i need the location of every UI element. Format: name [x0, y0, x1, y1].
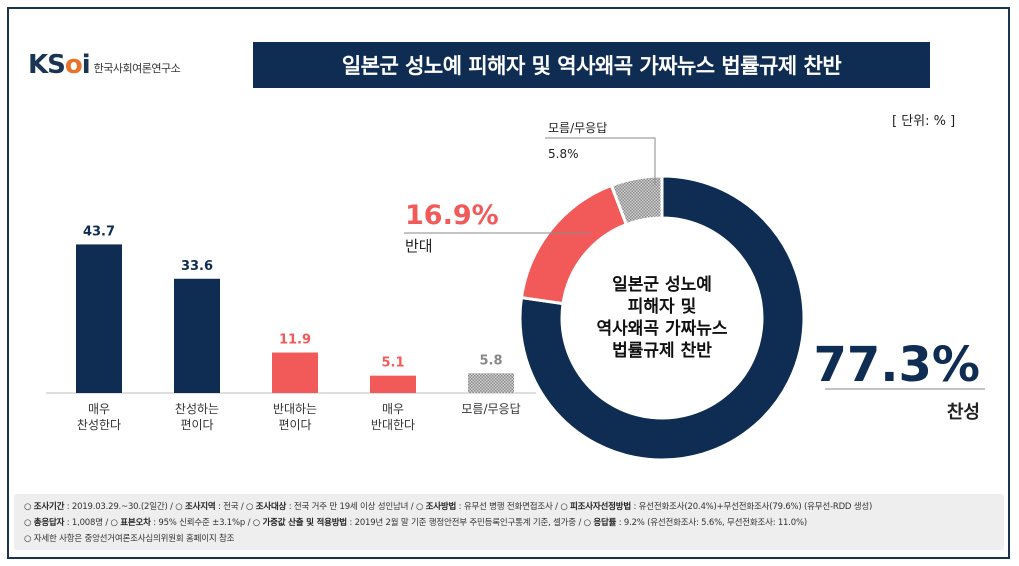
- oppose-value-label: 16.9%: [405, 200, 499, 231]
- footnote-value: : 전국 거주 만 19세 이상 성인남녀: [286, 502, 409, 512]
- bar-chart: 43.7매우찬성한다33.6찬성하는편이다11.9반대하는편이다5.1매우반대한…: [46, 224, 536, 432]
- donut-slice-0: [518, 174, 806, 462]
- bullet-circle-icon: ○: [24, 518, 34, 528]
- bullet-circle-icon: ○: [24, 534, 34, 544]
- bar-category-label-4: 모름/무응답: [461, 402, 520, 416]
- footnote-line-1: ○ 조사기간 : 2019.03.29.~30.(2일간) / ○ 조사지역 :…: [24, 502, 873, 512]
- footnote-value: : 유선전화조사(20.4%)+무선전화조사(79.6%) (유무선-RDD 생…: [631, 502, 873, 512]
- bullet-circle-icon: ○: [252, 518, 263, 528]
- bar-value-label-4: 5.8: [479, 353, 502, 368]
- logo-subtitle: 한국사회여론연구소: [93, 62, 181, 75]
- bar-category-label-1: 편이다: [180, 418, 213, 432]
- footnote-key: 조사방법: [425, 502, 457, 512]
- bar-2: [272, 352, 318, 393]
- footnote-key: 조사지역: [184, 502, 216, 512]
- page-title-text: 일본군 성노예 피해자 및 역사왜곡 가짜뉴스 법률규제 찬반: [341, 54, 842, 78]
- footnote-value: : 1,008명: [64, 518, 103, 528]
- bar-category-label-1: 찬성하는: [175, 401, 219, 416]
- bullet-circle-icon: ○: [583, 518, 594, 528]
- page-title: 일본군 성노예 피해자 및 역사왜곡 가짜뉴스 법률규제 찬반: [253, 42, 930, 88]
- bar-1: [174, 278, 220, 393]
- footnote-value: : 전국: [215, 502, 239, 512]
- bar-category-label-0: 매우: [88, 402, 110, 416]
- bar-value-label-0: 43.7: [83, 224, 115, 239]
- footnote-line-3: ○ 자세한 사항은 중앙선거여론조사심의위원회 홈페이지 참조: [24, 532, 234, 544]
- agree-value-label: 77.3%: [813, 337, 980, 393]
- oppose-category-label: 반대: [405, 237, 433, 255]
- footnote-line-2: ○ 총응답자 : 1,008명 / ○ 표본오차 : 95% 신뢰수준 ±3.1…: [24, 518, 807, 528]
- bar-4: [468, 373, 514, 393]
- unknown-category-label: 모름/무응답: [548, 121, 607, 135]
- footnote-key: 가중값 산출 및 적용방법: [262, 518, 347, 528]
- donut-center-text-0: 일본군 성노예: [612, 275, 712, 295]
- bullet-circle-icon: ○: [24, 502, 34, 512]
- bar-0: [76, 244, 122, 393]
- unknown-leader-line: [545, 137, 656, 185]
- bullet-circle-icon: ○: [415, 502, 426, 512]
- bullet-circle-icon: ○: [110, 518, 121, 528]
- footnote-note: 자세한 사항은 중앙선거여론조사심의위원회 홈페이지 참조: [33, 534, 235, 544]
- ksoi-logo: KSoi 한국사회여론연구소: [28, 50, 181, 80]
- footnote-key: 조사대상: [255, 502, 287, 512]
- donut-center-text-1: 피해자 및: [628, 297, 696, 317]
- survey-footnote: ○ 조사기간 : 2019.03.29.~30.(2일간) / ○ 조사지역 :…: [14, 494, 1004, 550]
- donut-center-text-2: 역사왜곡 가짜뉴스: [596, 319, 727, 339]
- bar-value-label-1: 33.6: [181, 259, 213, 274]
- footnote-value: : 유무선 병행 전화면접조사: [456, 502, 553, 512]
- bar-category-label-2: 편이다: [278, 418, 311, 432]
- logo-mark: KSoi: [28, 50, 91, 80]
- donut-center-text-3: 법률규제 찬반: [612, 341, 712, 361]
- bullet-circle-icon: ○: [560, 502, 571, 512]
- bar-value-label-2: 11.9: [279, 333, 311, 348]
- footnote-key: 피조사자선정방법: [570, 502, 632, 512]
- footnote-value: : 9.2% (유선전화조사: 5.6%, 무선전화조사: 11.0%): [616, 518, 807, 528]
- bar-category-label-3: 반대한다: [371, 418, 415, 432]
- bullet-circle-icon: ○: [175, 502, 185, 512]
- footnote-key: 응답률: [593, 518, 617, 528]
- unknown-value-label: 5.8%: [548, 147, 579, 161]
- footnote-value: : 2019년 2월 말 기준 행정안전부 주민등록인구통계 기준, 셀가중: [346, 518, 576, 528]
- footnote-key: 표본오차: [120, 518, 151, 528]
- bullet-circle-icon: ○: [246, 502, 256, 512]
- footnote-key: 총응답자: [33, 518, 65, 528]
- footnote-value: : 95% 신뢰수준 ±3.1%p: [150, 518, 246, 528]
- bar-category-label-2: 반대하는: [273, 402, 317, 416]
- bar-value-label-3: 5.1: [381, 356, 404, 371]
- donut-slice-1: [519, 183, 629, 306]
- bar-category-label-0: 찬성한다: [77, 417, 121, 432]
- agree-category-label: 찬성: [947, 402, 980, 423]
- donut-slice-2: [609, 174, 664, 227]
- bar-3: [370, 375, 416, 393]
- footnote-value: : 2019.03.29.~30.(2일간): [64, 502, 168, 512]
- footnote-key: 조사기간: [33, 502, 65, 512]
- unit-label: [ 단위: % ]: [892, 114, 956, 129]
- bar-category-label-3: 매우: [382, 402, 404, 416]
